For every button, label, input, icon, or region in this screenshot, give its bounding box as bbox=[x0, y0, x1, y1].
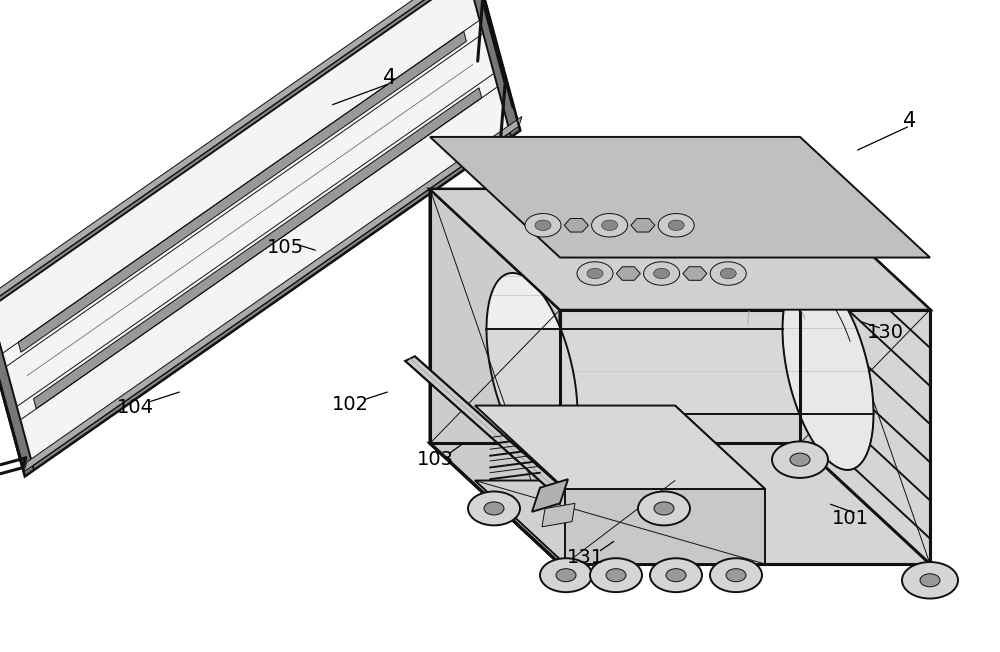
Polygon shape bbox=[565, 489, 765, 564]
Circle shape bbox=[726, 569, 746, 582]
Polygon shape bbox=[430, 189, 930, 310]
Polygon shape bbox=[683, 267, 707, 280]
Polygon shape bbox=[800, 189, 930, 564]
Polygon shape bbox=[475, 406, 765, 489]
Polygon shape bbox=[405, 356, 563, 493]
Text: 130: 130 bbox=[866, 323, 904, 342]
Text: 101: 101 bbox=[832, 509, 868, 528]
Text: 105: 105 bbox=[266, 238, 304, 258]
Polygon shape bbox=[34, 88, 482, 409]
Text: 4: 4 bbox=[903, 111, 917, 130]
Circle shape bbox=[644, 261, 680, 286]
Circle shape bbox=[535, 220, 551, 231]
Circle shape bbox=[772, 441, 828, 478]
Circle shape bbox=[920, 574, 940, 587]
Polygon shape bbox=[18, 31, 466, 352]
Circle shape bbox=[720, 269, 736, 279]
Polygon shape bbox=[0, 0, 520, 476]
Circle shape bbox=[790, 453, 810, 466]
Circle shape bbox=[638, 492, 690, 526]
Polygon shape bbox=[532, 479, 568, 512]
Polygon shape bbox=[430, 443, 930, 564]
Text: 131: 131 bbox=[566, 548, 604, 567]
Circle shape bbox=[577, 261, 613, 286]
Polygon shape bbox=[0, 303, 34, 476]
Circle shape bbox=[668, 220, 684, 231]
Polygon shape bbox=[782, 273, 873, 470]
Text: 104: 104 bbox=[116, 398, 154, 417]
Polygon shape bbox=[487, 273, 874, 413]
Polygon shape bbox=[430, 137, 930, 258]
Circle shape bbox=[602, 220, 618, 231]
Circle shape bbox=[654, 269, 670, 279]
Circle shape bbox=[525, 214, 561, 237]
Text: 4: 4 bbox=[383, 68, 397, 88]
Polygon shape bbox=[675, 406, 765, 564]
Text: 103: 103 bbox=[416, 450, 454, 469]
Polygon shape bbox=[475, 481, 765, 564]
Circle shape bbox=[654, 502, 674, 515]
Circle shape bbox=[587, 269, 603, 279]
Polygon shape bbox=[430, 189, 800, 443]
Circle shape bbox=[590, 558, 642, 592]
Circle shape bbox=[484, 502, 504, 515]
Circle shape bbox=[902, 562, 958, 599]
Polygon shape bbox=[616, 267, 640, 280]
Circle shape bbox=[592, 214, 628, 237]
Circle shape bbox=[556, 569, 576, 582]
Polygon shape bbox=[560, 310, 930, 564]
Polygon shape bbox=[24, 117, 522, 472]
Polygon shape bbox=[487, 329, 874, 470]
Polygon shape bbox=[430, 189, 560, 564]
Polygon shape bbox=[0, 0, 476, 314]
Polygon shape bbox=[430, 189, 930, 310]
Circle shape bbox=[710, 558, 762, 592]
Circle shape bbox=[468, 492, 520, 526]
Text: 102: 102 bbox=[332, 394, 368, 414]
Polygon shape bbox=[564, 218, 588, 232]
Circle shape bbox=[606, 569, 626, 582]
Circle shape bbox=[710, 261, 746, 286]
Polygon shape bbox=[466, 0, 520, 137]
Circle shape bbox=[540, 558, 592, 592]
Polygon shape bbox=[542, 503, 575, 527]
Polygon shape bbox=[631, 218, 655, 232]
Circle shape bbox=[658, 214, 694, 237]
Polygon shape bbox=[24, 126, 520, 476]
Polygon shape bbox=[0, 0, 478, 310]
Circle shape bbox=[650, 558, 702, 592]
Circle shape bbox=[666, 569, 686, 582]
